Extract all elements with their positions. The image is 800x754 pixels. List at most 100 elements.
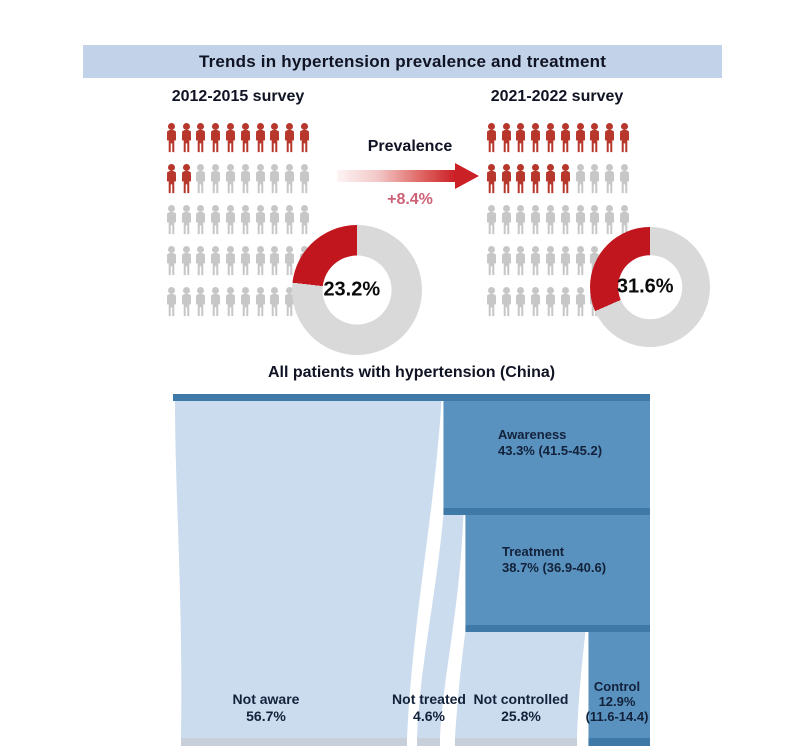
person-icon bbox=[531, 163, 541, 194]
person-icon bbox=[285, 163, 295, 194]
person-icon bbox=[605, 204, 615, 235]
node-name: Not treated bbox=[392, 691, 466, 707]
person-icon bbox=[166, 163, 176, 194]
person-icon bbox=[211, 204, 221, 235]
donut-center-label: 31.6% bbox=[616, 275, 674, 298]
node-value: 43.3% (41.5-45.2) bbox=[498, 443, 603, 458]
person-icon bbox=[255, 122, 265, 153]
box-control bbox=[588, 632, 650, 746]
person-icon bbox=[211, 163, 221, 194]
person-icon bbox=[516, 204, 526, 235]
person-icon bbox=[226, 286, 236, 317]
survey-label-2012-2015: 2012-2015 survey bbox=[171, 88, 305, 105]
person-icon bbox=[255, 163, 265, 194]
sankey-label-treatment: Treatment 38.7% (36.9-40.6) bbox=[502, 544, 606, 576]
person-icon bbox=[240, 163, 250, 194]
person-icon bbox=[501, 286, 511, 317]
person-icon bbox=[211, 245, 221, 276]
person-icon bbox=[270, 245, 280, 276]
person-icon bbox=[575, 122, 585, 153]
prevalence-label: Prevalence bbox=[367, 138, 453, 155]
person-icon bbox=[516, 245, 526, 276]
person-icon bbox=[166, 204, 176, 235]
sankey-label-not-treated: Not treated 4.6% bbox=[392, 691, 466, 725]
person-icon bbox=[270, 163, 280, 194]
person-icon bbox=[300, 204, 310, 235]
arrow-shaft bbox=[337, 170, 455, 182]
person-icon bbox=[620, 163, 630, 194]
person-icon bbox=[181, 163, 191, 194]
donut-hole bbox=[618, 255, 682, 319]
flow-not-treated bbox=[417, 515, 464, 738]
node-name: Not aware bbox=[232, 691, 300, 707]
strip-not-aware bbox=[181, 738, 407, 746]
person-icon bbox=[575, 245, 585, 276]
person-icon bbox=[211, 122, 221, 153]
person-icon bbox=[285, 245, 295, 276]
donut-chart-2012-2015: 23.2% bbox=[292, 225, 422, 355]
person-icon bbox=[270, 122, 280, 153]
person-icon bbox=[560, 286, 570, 317]
donut-hole bbox=[322, 255, 392, 325]
node-value: 4.6% bbox=[413, 708, 445, 724]
person-icon bbox=[590, 122, 600, 153]
person-icon bbox=[255, 286, 265, 317]
prevalence-delta: +8.4% bbox=[387, 191, 433, 208]
person-icon bbox=[300, 122, 310, 153]
bar-control-bottom bbox=[588, 738, 650, 746]
bar-awareness-bottom bbox=[443, 508, 650, 515]
arrow-head-icon bbox=[455, 163, 479, 189]
person-icon bbox=[531, 245, 541, 276]
person-icon bbox=[226, 122, 236, 153]
person-icon bbox=[240, 286, 250, 317]
person-icon bbox=[546, 122, 556, 153]
person-icon bbox=[501, 163, 511, 194]
person-icon bbox=[166, 122, 176, 153]
person-icon bbox=[501, 122, 511, 153]
person-icon bbox=[300, 163, 310, 194]
person-icon bbox=[560, 163, 570, 194]
person-icon bbox=[226, 163, 236, 194]
person-icon bbox=[196, 245, 206, 276]
person-icon bbox=[531, 122, 541, 153]
person-icon bbox=[546, 245, 556, 276]
node-value: 38.7% (36.9-40.6) bbox=[502, 560, 607, 575]
node-value: 12.9% bbox=[598, 694, 636, 709]
person-icon bbox=[531, 204, 541, 235]
person-icon bbox=[486, 122, 496, 153]
person-icon bbox=[196, 122, 206, 153]
bar-all-patients bbox=[173, 394, 650, 401]
node-ci: (11.6-14.4) bbox=[585, 709, 649, 724]
strip-not-controlled bbox=[455, 738, 577, 746]
person-icon bbox=[575, 286, 585, 317]
sankey-canvas bbox=[173, 394, 650, 746]
person-icon bbox=[486, 286, 496, 317]
person-icon bbox=[196, 204, 206, 235]
person-icon bbox=[181, 286, 191, 317]
person-icon bbox=[166, 245, 176, 276]
node-value: 56.7% bbox=[246, 708, 286, 724]
person-icon bbox=[575, 163, 585, 194]
page-title: Trends in hypertension prevalence and tr… bbox=[198, 51, 607, 71]
survey-label-2021-2022: 2021-2022 survey bbox=[490, 88, 624, 105]
person-icon bbox=[620, 122, 630, 153]
person-icon bbox=[255, 204, 265, 235]
node-name: Awareness bbox=[498, 427, 567, 442]
person-icon bbox=[226, 204, 236, 235]
sankey-label-awareness: Awareness 43.3% (41.5-45.2) bbox=[498, 427, 602, 459]
person-icon bbox=[181, 245, 191, 276]
person-icon bbox=[501, 204, 511, 235]
person-icon bbox=[546, 163, 556, 194]
person-icon bbox=[270, 286, 280, 317]
sankey-label-not-controlled: Not controlled 25.8% bbox=[474, 691, 569, 725]
box-treatment bbox=[465, 515, 650, 625]
person-icon bbox=[546, 204, 556, 235]
node-name: Control bbox=[593, 679, 641, 694]
person-icon bbox=[181, 122, 191, 153]
person-icon bbox=[560, 122, 570, 153]
node-name: Treatment bbox=[502, 544, 565, 559]
node-name: Not controlled bbox=[473, 691, 569, 707]
person-icon bbox=[486, 163, 496, 194]
person-icon bbox=[531, 286, 541, 317]
person-icon bbox=[516, 286, 526, 317]
